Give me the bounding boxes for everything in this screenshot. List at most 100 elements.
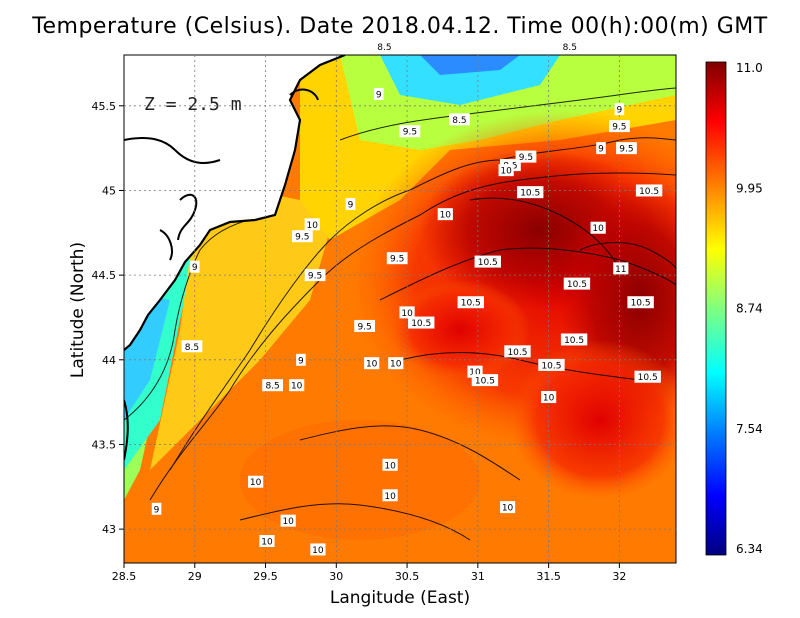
contour-label-text: 9 <box>376 90 382 100</box>
depth-label: Z = 2.5 m <box>144 94 242 115</box>
contour-label-box <box>345 198 356 211</box>
contour-label-box <box>304 218 320 231</box>
contour-label: 10 <box>382 489 398 502</box>
contour-label-text: 9 <box>298 356 304 366</box>
contour-label-box <box>471 374 499 387</box>
contour-label: 10 <box>399 306 415 319</box>
contour-label: 9.5 <box>399 125 421 138</box>
contour-label-text: 8.5 <box>452 116 466 126</box>
contour-label-text: 10 <box>401 309 413 319</box>
plot-title: Temperature (Celsius). Date 2018.04.12. … <box>32 14 768 39</box>
contour-label-text: 10 <box>592 224 604 234</box>
contour-label: 11 <box>613 262 629 275</box>
contour-label-box <box>259 534 275 547</box>
contour-label-box <box>364 357 380 370</box>
contour-label-box <box>616 142 637 155</box>
colorbar-tick-label: 7.54 <box>736 422 763 436</box>
contour-label-text: 10.5 <box>564 336 584 346</box>
contour-label-text: 10.5 <box>507 348 527 358</box>
contour-label: 10 <box>498 164 514 177</box>
contour-label-text: 9 <box>154 505 160 515</box>
contour-label: 9.5 <box>608 120 630 133</box>
y-tick-label: 44 <box>102 354 116 367</box>
contour-label-text: 10 <box>250 478 262 488</box>
contour-label-box <box>151 502 162 515</box>
colorbar-tick-label: 8.74 <box>736 302 763 316</box>
contour-label-text: 8.5 <box>185 343 199 353</box>
contour-label: 10.5 <box>408 316 435 329</box>
contour-label: 10.5 <box>457 296 484 309</box>
contour-label-text: 10 <box>366 360 378 370</box>
contour-label-text: 9 <box>617 106 623 116</box>
contour-label-box <box>614 103 625 116</box>
axis-ticks: 28.5 29 29.5 30 30.5 31 31.5 32 45.5 45 44.5 44 43.5… <box>92 100 627 583</box>
contour-label-text: 10 <box>502 504 514 514</box>
contour-label: 10 <box>590 221 606 234</box>
contour-label-text: 10 <box>500 167 512 177</box>
contour-label-text: 9 <box>192 263 198 273</box>
contour-label-box <box>538 358 565 371</box>
y-tick-label: 43 <box>102 523 116 536</box>
contour-label-text: 10 <box>469 368 481 378</box>
contour-label-text: 8.5 <box>563 43 577 53</box>
contour-label-box <box>560 333 588 346</box>
contour-label-box <box>515 150 537 163</box>
contour-label: 10 <box>364 357 380 370</box>
contour-labels: 8.58.58.58.58.58.599999999.59.59.59.59.5… <box>151 40 663 556</box>
contour-label-box <box>499 501 516 514</box>
x-tick-label: 31 <box>471 570 485 583</box>
contour-label: 10.5 <box>627 296 654 309</box>
contour-label-text: 10.5 <box>631 299 651 309</box>
contour-label-box <box>437 208 453 221</box>
contour-label-box <box>248 475 264 488</box>
contour-label: 9 <box>189 260 200 273</box>
contour-label: 10 <box>382 458 398 471</box>
contour-label-box <box>635 184 663 197</box>
contour-label-text: 10.5 <box>411 319 431 329</box>
x-axis-label: Langitude (East) <box>329 588 471 608</box>
contour-label-box <box>563 277 591 290</box>
contour-label-box <box>374 40 395 53</box>
x-tick-label: 29 <box>188 570 202 583</box>
x-tick-label: 30.5 <box>395 570 420 583</box>
contour-label-text: 9.5 <box>403 128 417 138</box>
contour-label: 9 <box>296 353 306 366</box>
contour-label: 9.5 <box>386 252 408 265</box>
contour-label-text: 10.5 <box>639 187 659 197</box>
contour-label-text: 8.5 <box>265 382 279 392</box>
y-tick-label: 44.5 <box>92 269 117 282</box>
contour-label: 10.5 <box>504 345 531 358</box>
contour-label-box <box>399 306 415 319</box>
contour-label: 10 <box>541 391 557 404</box>
colorbar-tick-label: 6.34 <box>736 542 763 556</box>
contour-label: 9 <box>596 142 606 155</box>
contour-label-text: 10 <box>390 360 402 370</box>
contour-label-box <box>596 142 606 155</box>
contour-label: 10.5 <box>560 333 588 346</box>
contour-label: 9.5 <box>354 319 376 332</box>
contour-label-text: 10 <box>291 382 303 392</box>
contour-label: 10 <box>437 208 453 221</box>
contour-label: 10 <box>248 475 264 488</box>
contour-label-box <box>408 316 435 329</box>
contour-label: 9.5 <box>304 269 326 282</box>
contour-label: 10.5 <box>634 370 661 383</box>
contour-label: 9 <box>614 103 625 116</box>
contour-label-box <box>382 489 398 502</box>
contour-label-text: 9.5 <box>519 153 533 163</box>
x-tick-label: 28.5 <box>112 570 137 583</box>
x-tick-label: 32 <box>612 570 626 583</box>
contour-label: 8.5 <box>449 113 470 126</box>
colorbar-tick-label: 9.95 <box>736 181 763 195</box>
contour-label: 9 <box>373 87 384 100</box>
contour-label-box <box>449 113 470 126</box>
contour-label-box <box>280 514 296 527</box>
contour-label-box <box>474 255 501 268</box>
contour-label-text: 10 <box>307 221 319 231</box>
contour-label-box <box>189 260 200 273</box>
contour-label: 10.5 <box>635 184 663 197</box>
contour-label-box <box>498 164 514 177</box>
y-tick-label: 43.5 <box>92 438 117 451</box>
contour-label-text: 11 <box>615 265 626 275</box>
